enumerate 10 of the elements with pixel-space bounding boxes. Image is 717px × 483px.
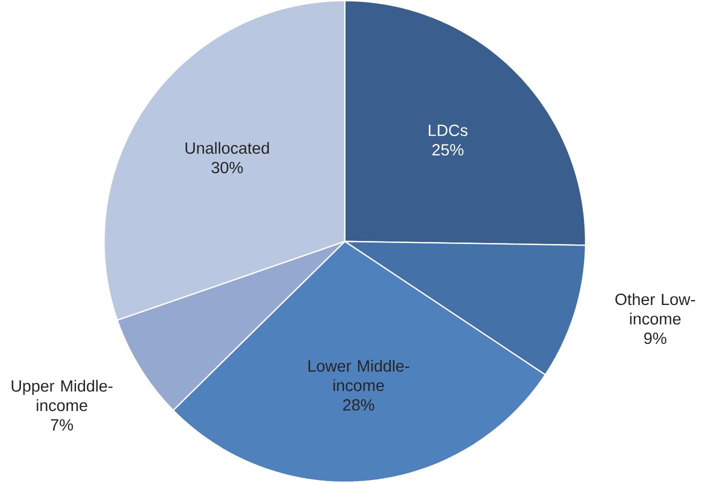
data-label: 7%	[50, 419, 73, 431]
slice-label: Unallocated	[186, 142, 269, 154]
slice-label: LDCs	[428, 124, 468, 136]
data-label: 25%	[432, 144, 464, 156]
data-label: 28%	[343, 399, 374, 411]
slice-label: Other Low-income	[615, 293, 695, 325]
slice-label: Upper Middle-income	[12, 380, 112, 412]
data-label: 9%	[644, 332, 666, 344]
data-label: 30%	[212, 162, 243, 174]
slice-label: Lower Middle-income	[308, 360, 410, 392]
